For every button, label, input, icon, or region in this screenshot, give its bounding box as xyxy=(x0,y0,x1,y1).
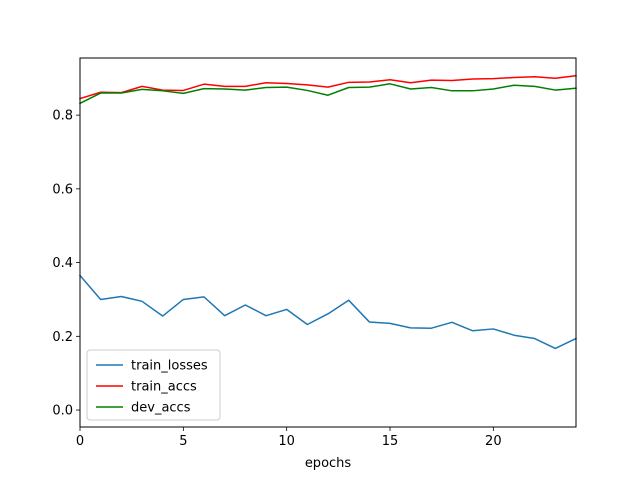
y-axis-ticks: 0.0 0.2 0.4 0.6 0.8 xyxy=(52,109,80,419)
plot-area-frame xyxy=(79,57,577,428)
legend: train_losses train_accs dev_accs xyxy=(86,349,221,421)
legend-box xyxy=(86,349,221,421)
x-axis-label: epochs xyxy=(305,456,352,471)
series-line-dev-accs xyxy=(78,83,577,105)
y-tick-label: 0.8 xyxy=(52,109,73,124)
legend-label-train-accs: train_accs xyxy=(131,380,197,395)
x-axis-ticks: 0 5 10 15 20 xyxy=(76,427,502,449)
y-tick-label: 0.0 xyxy=(52,404,73,419)
y-tick-label: 0.4 xyxy=(52,256,73,271)
x-tick-label: 0 xyxy=(76,434,84,449)
y-tick-label: 0.2 xyxy=(52,330,73,345)
x-tick-label: 10 xyxy=(278,434,295,449)
series-lines xyxy=(78,74,578,350)
legend-label-train-losses: train_losses xyxy=(131,359,208,374)
series-line-train-losses xyxy=(78,274,578,350)
x-tick-label: 5 xyxy=(179,434,187,449)
legend-label-dev-accs: dev_accs xyxy=(131,401,191,416)
x-tick-label: 20 xyxy=(485,434,502,449)
x-tick-label: 15 xyxy=(382,434,399,449)
y-tick-label: 0.6 xyxy=(52,182,73,197)
